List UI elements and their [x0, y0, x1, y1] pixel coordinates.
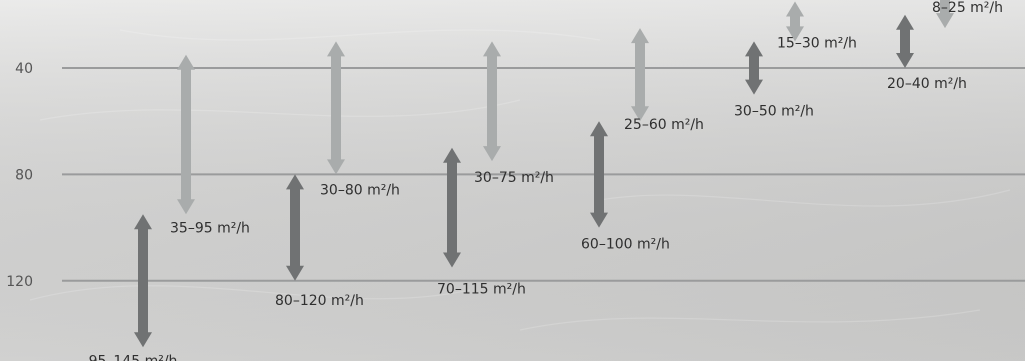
range-arrow-6 — [483, 41, 501, 162]
range-arrow-8 — [631, 28, 649, 122]
range-arrow-12 — [936, 0, 954, 29]
range-arrow-4 — [327, 41, 345, 175]
y-axis-ticks: 40 80 120 — [6, 61, 33, 290]
range-label-11: 20–40 m²/h — [887, 76, 967, 92]
range-arrow-3 — [286, 174, 304, 281]
range-label-6: 30–75 m²/h — [474, 170, 554, 186]
range-label-3: 80–120 m²/h — [275, 293, 364, 309]
range-label-5: 70–115 m²/h — [437, 282, 526, 298]
range-label-7: 60–100 m²/h — [581, 237, 670, 253]
range-label-9: 30–50 m²/h — [734, 104, 814, 120]
range-label-1: 95–145 m²/h — [89, 353, 178, 361]
range-labels: 95–145 m²/h 35–95 m²/h 80–120 m²/h 30–80 m²… — [89, 0, 1003, 361]
y-tick-label-40: 40 — [15, 61, 33, 77]
background-texture — [29, 29, 1011, 331]
range-arrow-1 — [134, 214, 152, 348]
range-arrow-9 — [745, 41, 763, 95]
range-label-10: 15–30 m²/h — [777, 35, 857, 51]
range-arrows — [134, 0, 954, 348]
range-arrow-2 — [177, 54, 195, 215]
range-arrow-5 — [443, 147, 461, 268]
range-label-12: 8–25 m²/h — [932, 0, 1003, 16]
y-tick-label-120: 120 — [6, 274, 33, 290]
gridlines — [62, 67, 1025, 282]
range-label-8: 25–60 m²/h — [624, 117, 704, 133]
range-label-4: 30–80 m²/h — [320, 182, 400, 198]
range-label-2: 35–95 m²/h — [170, 220, 250, 236]
range-arrow-10 — [786, 1, 804, 42]
y-tick-label-80: 80 — [15, 167, 33, 183]
range-arrow-7 — [590, 121, 608, 228]
range-arrow-11 — [896, 14, 914, 69]
